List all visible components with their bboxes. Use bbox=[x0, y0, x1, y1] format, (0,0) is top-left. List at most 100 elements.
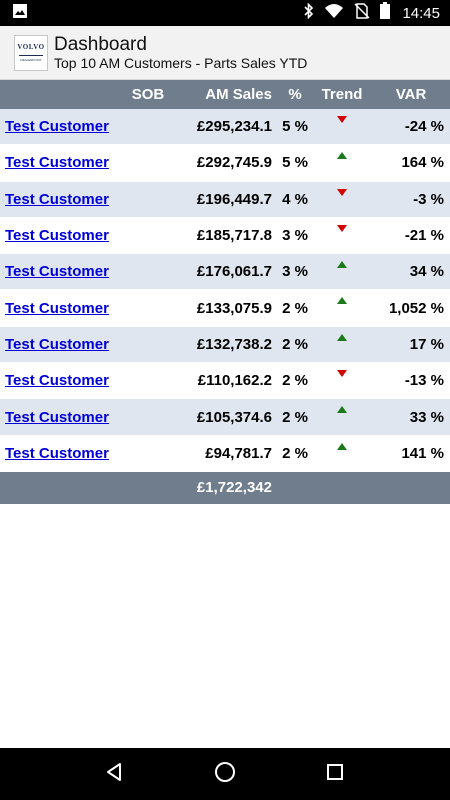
trend-cell bbox=[312, 109, 372, 144]
customer-link[interactable]: Test Customer bbox=[5, 372, 109, 390]
trend-down-icon bbox=[337, 188, 347, 196]
percent-cell: 2 % bbox=[282, 444, 308, 462]
percent-cell: 2 % bbox=[282, 372, 308, 390]
am-sales-cell: £196,449.7 bbox=[196, 190, 272, 208]
customer-cell: Test Customer bbox=[0, 372, 122, 389]
customer-cell: Test Customer bbox=[0, 191, 122, 208]
back-icon bbox=[105, 762, 125, 787]
table-row: Test Customer £94,781.7 2 % 141 % bbox=[0, 435, 450, 472]
am-sales-cell: £94,781.7 bbox=[205, 444, 272, 462]
var-cell: 141 % bbox=[401, 444, 444, 462]
column-header-var: VAR bbox=[395, 86, 427, 103]
logo-divider bbox=[19, 55, 43, 56]
trend-up-icon bbox=[337, 406, 347, 414]
customer-link[interactable]: Test Customer bbox=[5, 154, 109, 172]
total-am-sales: £1,722,342 bbox=[196, 479, 272, 497]
trend-cell bbox=[312, 145, 372, 180]
battery-icon bbox=[380, 2, 391, 24]
percent-cell: 2 % bbox=[282, 335, 308, 353]
trend-down-icon bbox=[337, 224, 347, 232]
am-sales-cell: £132,738.2 bbox=[196, 335, 272, 353]
var-cell: -3 % bbox=[413, 190, 444, 208]
column-header-trend: Trend bbox=[321, 86, 363, 103]
trend-down-icon bbox=[337, 116, 347, 123]
table-body: Test Customer £295,234.1 5 % -24 % Test Cust… bbox=[0, 109, 450, 472]
trend-cell bbox=[312, 436, 372, 471]
home-button[interactable] bbox=[205, 754, 245, 794]
percent-cell: 5 % bbox=[282, 118, 308, 136]
wifi-icon bbox=[324, 3, 344, 24]
app-header: VOLVO DEALERPOINT Dashboard Top 10 AM Cu… bbox=[0, 26, 450, 80]
trend-up-icon bbox=[337, 333, 347, 341]
trend-up-icon bbox=[337, 297, 347, 305]
logo-subtext: DEALERPOINT bbox=[20, 58, 42, 62]
status-bar: 14:45 bbox=[0, 0, 450, 26]
trend-up-icon bbox=[337, 152, 347, 160]
var-cell: 34 % bbox=[409, 263, 444, 281]
var-cell: 17 % bbox=[409, 335, 444, 353]
trend-up-icon bbox=[337, 442, 347, 450]
column-header-percent: % bbox=[288, 86, 302, 103]
customer-link[interactable]: Test Customer bbox=[5, 227, 109, 245]
customer-cell: Test Customer bbox=[0, 409, 122, 426]
var-cell: -21 % bbox=[404, 227, 444, 245]
customer-cell: Test Customer bbox=[0, 263, 122, 280]
table-row: Test Customer £132,738.2 2 % 17 % bbox=[0, 326, 450, 364]
trend-cell bbox=[312, 363, 372, 398]
recents-button[interactable] bbox=[315, 754, 355, 794]
column-header-sob: SOB bbox=[131, 86, 165, 103]
customer-link[interactable]: Test Customer bbox=[5, 190, 109, 208]
trend-cell bbox=[312, 218, 372, 253]
customer-link[interactable]: Test Customer bbox=[5, 408, 109, 426]
navigation-bar bbox=[0, 748, 450, 800]
page-subtitle: Top 10 AM Customers - Parts Sales YTD bbox=[54, 55, 308, 71]
am-sales-cell: £176,061.7 bbox=[196, 263, 272, 281]
table-row: Test Customer £133,075.9 2 % 1,052 % bbox=[0, 290, 450, 327]
customer-link[interactable]: Test Customer bbox=[5, 118, 109, 136]
customer-cell: Test Customer bbox=[0, 336, 122, 353]
logo-brand: VOLVO bbox=[17, 43, 45, 51]
back-button[interactable] bbox=[95, 754, 135, 794]
table-row: Test Customer £105,374.6 2 % 33 % bbox=[0, 399, 450, 436]
table-row: Test Customer £292,745.9 5 % 164 % bbox=[0, 145, 450, 182]
customer-cell: Test Customer bbox=[0, 300, 122, 317]
percent-cell: 4 % bbox=[282, 190, 308, 208]
table-row: Test Customer £176,061.7 3 % 34 % bbox=[0, 254, 450, 291]
image-icon bbox=[12, 3, 28, 24]
percent-cell: 2 % bbox=[282, 299, 308, 317]
page-title: Dashboard bbox=[54, 34, 147, 55]
table-row: Test Customer £196,449.7 4 % -3 % bbox=[0, 181, 450, 218]
customer-link[interactable]: Test Customer bbox=[5, 263, 109, 281]
percent-cell: 3 % bbox=[282, 263, 308, 281]
customer-cell: Test Customer bbox=[0, 154, 122, 171]
trend-cell bbox=[312, 399, 372, 434]
var-cell: 33 % bbox=[409, 408, 444, 426]
customer-link[interactable]: Test Customer bbox=[5, 299, 109, 317]
clock: 14:45 bbox=[402, 4, 440, 22]
column-header-am-sales: AM Sales bbox=[205, 86, 272, 103]
trend-up-icon bbox=[337, 261, 347, 269]
table-row: Test Customer £295,234.1 5 % -24 % bbox=[0, 109, 450, 146]
am-sales-cell: £295,234.1 bbox=[196, 118, 272, 136]
trend-cell bbox=[312, 290, 372, 325]
home-icon bbox=[214, 761, 236, 788]
var-cell: 164 % bbox=[401, 154, 444, 172]
customer-link[interactable]: Test Customer bbox=[5, 444, 109, 462]
percent-cell: 2 % bbox=[282, 408, 308, 426]
no-sim-icon bbox=[354, 2, 370, 24]
am-sales-cell: £133,075.9 bbox=[196, 299, 272, 317]
am-sales-cell: £110,162.2 bbox=[197, 372, 272, 390]
table-header: SOB AM Sales % Trend VAR bbox=[0, 80, 450, 109]
trend-cell bbox=[312, 182, 372, 217]
customer-link[interactable]: Test Customer bbox=[5, 335, 109, 353]
var-cell: 1,052 % bbox=[388, 299, 444, 317]
bluetooth-icon bbox=[304, 2, 314, 24]
percent-cell: 3 % bbox=[282, 227, 308, 245]
am-sales-cell: £185,717.8 bbox=[196, 227, 272, 245]
trend-down-icon bbox=[337, 370, 347, 378]
am-sales-cell: £292,745.9 bbox=[196, 154, 272, 172]
table-row: Test Customer £110,162.2 2 % -13 % bbox=[0, 363, 450, 400]
customer-cell: Test Customer bbox=[0, 118, 122, 135]
recents-icon bbox=[326, 763, 344, 786]
table-row: Test Customer £185,717.8 3 % -21 % bbox=[0, 217, 450, 255]
